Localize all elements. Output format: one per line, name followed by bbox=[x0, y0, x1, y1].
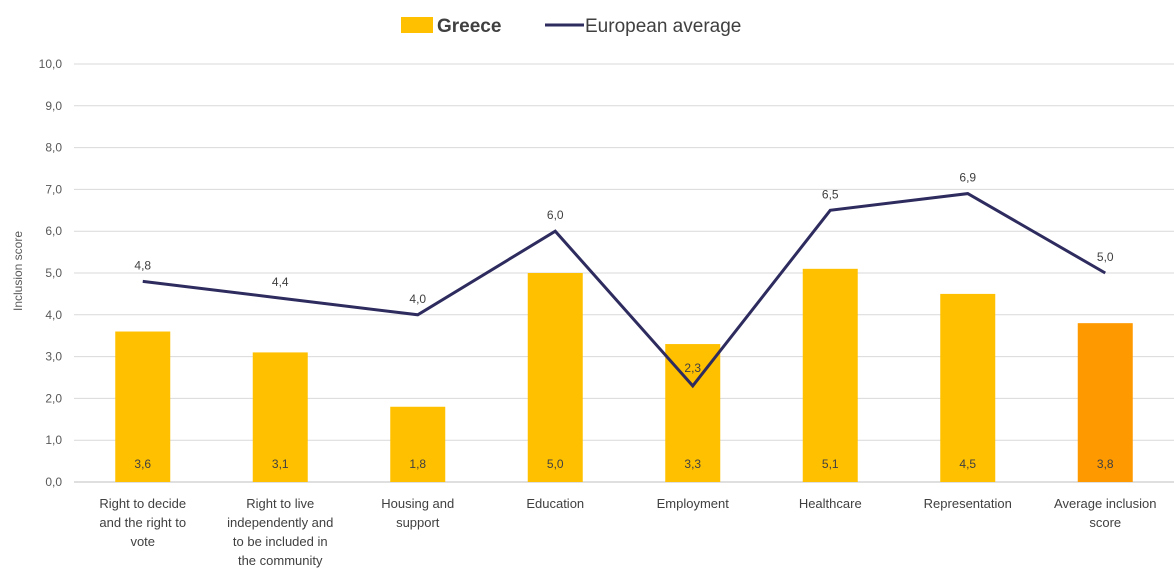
bar bbox=[115, 331, 171, 482]
bar bbox=[940, 293, 996, 482]
category-label: Housing and support bbox=[381, 496, 454, 530]
bar-value-label: 3,8 bbox=[1097, 457, 1114, 471]
bar bbox=[390, 406, 446, 482]
bar-value-label: 4,5 bbox=[959, 457, 976, 471]
category-label: Right to decide and the right to vote bbox=[99, 496, 186, 549]
y-tick-label: 1,0 bbox=[45, 433, 62, 447]
category-label: Average inclusion score bbox=[1054, 496, 1156, 530]
line-labels-european-average: 4,8 4,4 4,0 6,0 2,3 6,5 6,9 5,0 bbox=[134, 171, 1114, 375]
y-tick-label: 4,0 bbox=[45, 308, 62, 322]
bar-value-label: 5,1 bbox=[822, 457, 839, 471]
y-tick-label: 3,0 bbox=[45, 350, 62, 364]
bar bbox=[527, 273, 583, 482]
line-value-label: 4,8 bbox=[134, 258, 151, 272]
bar-value-label: 3,1 bbox=[272, 457, 289, 471]
bar-labels-greece: 3,6 3,1 1,8 5,0 3,3 5,1 4,5 3,8 bbox=[134, 457, 1114, 471]
legend: Greece European average bbox=[401, 16, 741, 37]
y-tick-label: 6,0 bbox=[45, 224, 62, 238]
bar-value-label: 3,3 bbox=[684, 457, 701, 471]
bar bbox=[1077, 323, 1133, 482]
category-label: Education bbox=[526, 496, 584, 511]
line-european-average bbox=[142, 192, 1107, 389]
category-label: Healthcare bbox=[799, 496, 862, 511]
bar-value-label: 3,6 bbox=[134, 457, 151, 471]
line-value-label: 4,0 bbox=[409, 292, 426, 306]
y-tick-label: 7,0 bbox=[45, 182, 62, 196]
y-tick-label: 0,0 bbox=[45, 475, 62, 489]
y-tick-label: 9,0 bbox=[45, 99, 62, 113]
category-label: Employment bbox=[657, 496, 730, 511]
y-tick-label: 2,0 bbox=[45, 391, 62, 405]
legend-label-european-average: European average bbox=[585, 16, 741, 37]
bars-greece bbox=[115, 268, 1133, 482]
y-axis-ticks: 0,0 1,0 2,0 3,0 4,0 5,0 6,0 7,0 8,0 9,0 10,0 bbox=[39, 57, 63, 489]
y-tick-label: 10,0 bbox=[39, 57, 63, 71]
bar-value-label: 1,8 bbox=[409, 457, 426, 471]
line-value-label: 5,0 bbox=[1097, 250, 1114, 264]
line-value-label: 6,9 bbox=[959, 171, 976, 185]
y-tick-label: 8,0 bbox=[45, 141, 62, 155]
bar bbox=[252, 352, 308, 482]
bar bbox=[802, 268, 858, 482]
bar-value-label: 5,0 bbox=[547, 457, 564, 471]
x-axis-categories: Right to decide and the right to vote Right… bbox=[99, 496, 1156, 568]
line-value-label: 6,5 bbox=[822, 187, 839, 201]
line-value-label: 4,4 bbox=[272, 275, 289, 289]
y-tick-label: 5,0 bbox=[45, 266, 62, 280]
european-average-line bbox=[142, 192, 1107, 389]
category-label: Right to live independently and to be incl… bbox=[227, 496, 333, 568]
line-value-label: 6,0 bbox=[547, 208, 564, 222]
legend-label-greece: Greece bbox=[437, 16, 501, 37]
gridlines bbox=[74, 63, 1174, 483]
line-value-label: 2,3 bbox=[684, 361, 701, 375]
legend-swatch-greece bbox=[401, 17, 433, 33]
category-label: Representation bbox=[924, 496, 1012, 511]
y-axis-title: Inclusion score bbox=[11, 231, 25, 311]
